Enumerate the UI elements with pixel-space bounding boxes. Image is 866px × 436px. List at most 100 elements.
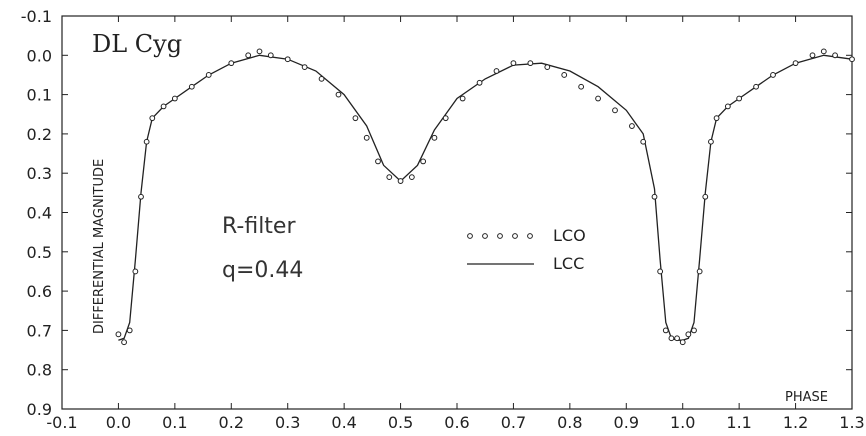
x-tick-label: 1.1 xyxy=(726,413,751,432)
legend-lco-marker xyxy=(467,233,533,239)
lco-data-point xyxy=(149,115,156,122)
mass-ratio-annotation: q=0.44 xyxy=(222,258,303,283)
x-tick-label: 0.5 xyxy=(388,413,413,432)
y-tick-label: 0.8 xyxy=(27,361,52,380)
x-tick-label: 0.0 xyxy=(106,413,131,432)
x-tick-label: 0.7 xyxy=(501,413,526,432)
lco-data-point xyxy=(138,193,144,200)
legend-lco-dot xyxy=(467,233,473,239)
lco-data-point xyxy=(770,72,776,78)
lco-data-point xyxy=(431,134,438,141)
lco-data-point xyxy=(397,178,404,184)
lco-data-point xyxy=(612,107,618,114)
x-tick-label: 1.0 xyxy=(670,413,695,432)
x-tick-label: 1.2 xyxy=(783,413,808,432)
lco-data-point xyxy=(205,72,212,78)
lco-data-point xyxy=(753,83,759,90)
x-tick-label: 0.9 xyxy=(614,413,639,432)
filter-annotation: R-filter xyxy=(222,214,296,239)
lco-data-point xyxy=(561,72,568,78)
lco-data-point xyxy=(143,138,150,145)
y-tick-label: 0.5 xyxy=(27,243,52,262)
lco-data-point xyxy=(459,95,466,102)
lco-data-point xyxy=(629,123,635,129)
lco-data-point xyxy=(301,64,308,70)
lco-data-point xyxy=(832,52,838,59)
legend: LCO LCC xyxy=(467,226,586,273)
x-tick-label: 0.4 xyxy=(331,413,356,432)
lco-data-point xyxy=(352,115,359,122)
lco-data-point xyxy=(476,79,483,86)
lco-data-point xyxy=(696,268,703,275)
lco-data-point xyxy=(171,95,178,102)
lco-data-point xyxy=(408,174,415,181)
series-lco xyxy=(115,48,855,346)
lco-data-point xyxy=(228,60,235,67)
plot-frame xyxy=(61,15,853,410)
y-tick-label: 0.3 xyxy=(27,164,52,183)
y-tick-label: 0.1 xyxy=(27,86,52,105)
y-tick-label: 0.4 xyxy=(27,204,52,223)
lco-data-point xyxy=(820,48,827,55)
y-tick-label: 0.2 xyxy=(27,125,52,144)
lco-data-point xyxy=(668,335,675,342)
y-tick-label: 0.0 xyxy=(27,46,52,65)
x-tick-label: -0.1 xyxy=(46,413,77,432)
lco-data-point xyxy=(442,115,449,122)
lco-data-point xyxy=(578,83,585,90)
lco-data-point xyxy=(121,339,127,346)
lco-data-point xyxy=(651,193,658,200)
lco-data-point xyxy=(679,339,686,346)
lco-data-point xyxy=(510,60,517,67)
axis-ticks xyxy=(61,15,853,410)
y-axis-label: DIFFERENTIAL MAGNITUDE xyxy=(92,159,107,334)
lco-data-point xyxy=(809,52,816,59)
lco-data-point xyxy=(708,138,714,145)
lco-data-point xyxy=(544,64,551,70)
lco-data-point xyxy=(713,115,720,122)
lco-data-point xyxy=(335,91,342,98)
y-tick-label: -0.1 xyxy=(21,7,52,26)
lco-data-point xyxy=(702,193,709,200)
lco-data-point xyxy=(363,134,370,141)
lco-data-point xyxy=(115,331,122,338)
lco-data-point xyxy=(188,83,195,90)
lco-data-point xyxy=(318,75,325,82)
x-tick-label: 0.1 xyxy=(162,413,187,432)
chart-title: DL Cyg xyxy=(92,30,182,58)
lco-data-point xyxy=(685,331,692,338)
legend-lco-dot xyxy=(527,233,533,239)
lco-data-point xyxy=(284,56,291,63)
x-tick-label: 0.2 xyxy=(219,413,244,432)
lco-data-point xyxy=(267,52,274,59)
x-tick-labels: -0.1 0.0 0.1 0.2 0.3 0.4 0.5 0.6 0.7 0.8 0.9 1.0 1.1… xyxy=(46,413,864,432)
lco-data-point xyxy=(595,95,601,102)
x-tick-label: 1.3 xyxy=(839,413,864,432)
lco-data-point xyxy=(132,268,139,275)
x-axis-label: PHASE xyxy=(785,390,828,405)
y-tick-labels: -0.1 0.0 0.1 0.2 0.3 0.4 0.5 0.6 0.7 0.8 0.9 xyxy=(21,7,52,419)
x-tick-label: 0.3 xyxy=(275,413,300,432)
lco-data-point xyxy=(160,103,167,110)
y-tick-label: 0.6 xyxy=(27,282,52,301)
lco-data-point xyxy=(724,103,731,110)
lco-data-point xyxy=(657,268,664,275)
lco-data-point xyxy=(792,60,799,67)
lco-data-point xyxy=(256,48,263,55)
legend-lco-dot xyxy=(482,233,488,239)
legend-lco-label: LCO xyxy=(553,226,586,245)
lco-data-point xyxy=(126,327,133,334)
lco-data-point xyxy=(493,68,500,74)
lco-data-point xyxy=(736,95,743,102)
lco-data-point xyxy=(662,327,669,334)
legend-lco-dot xyxy=(512,233,518,239)
lco-data-point xyxy=(849,56,855,63)
lco-data-point xyxy=(420,158,427,165)
lco-data-point xyxy=(245,52,252,59)
legend-lco-dot xyxy=(497,233,503,239)
y-tick-label: 0.9 xyxy=(27,400,52,419)
lco-data-point xyxy=(674,335,680,342)
legend-lcc-label: LCC xyxy=(553,254,584,273)
lco-data-point xyxy=(691,327,697,334)
